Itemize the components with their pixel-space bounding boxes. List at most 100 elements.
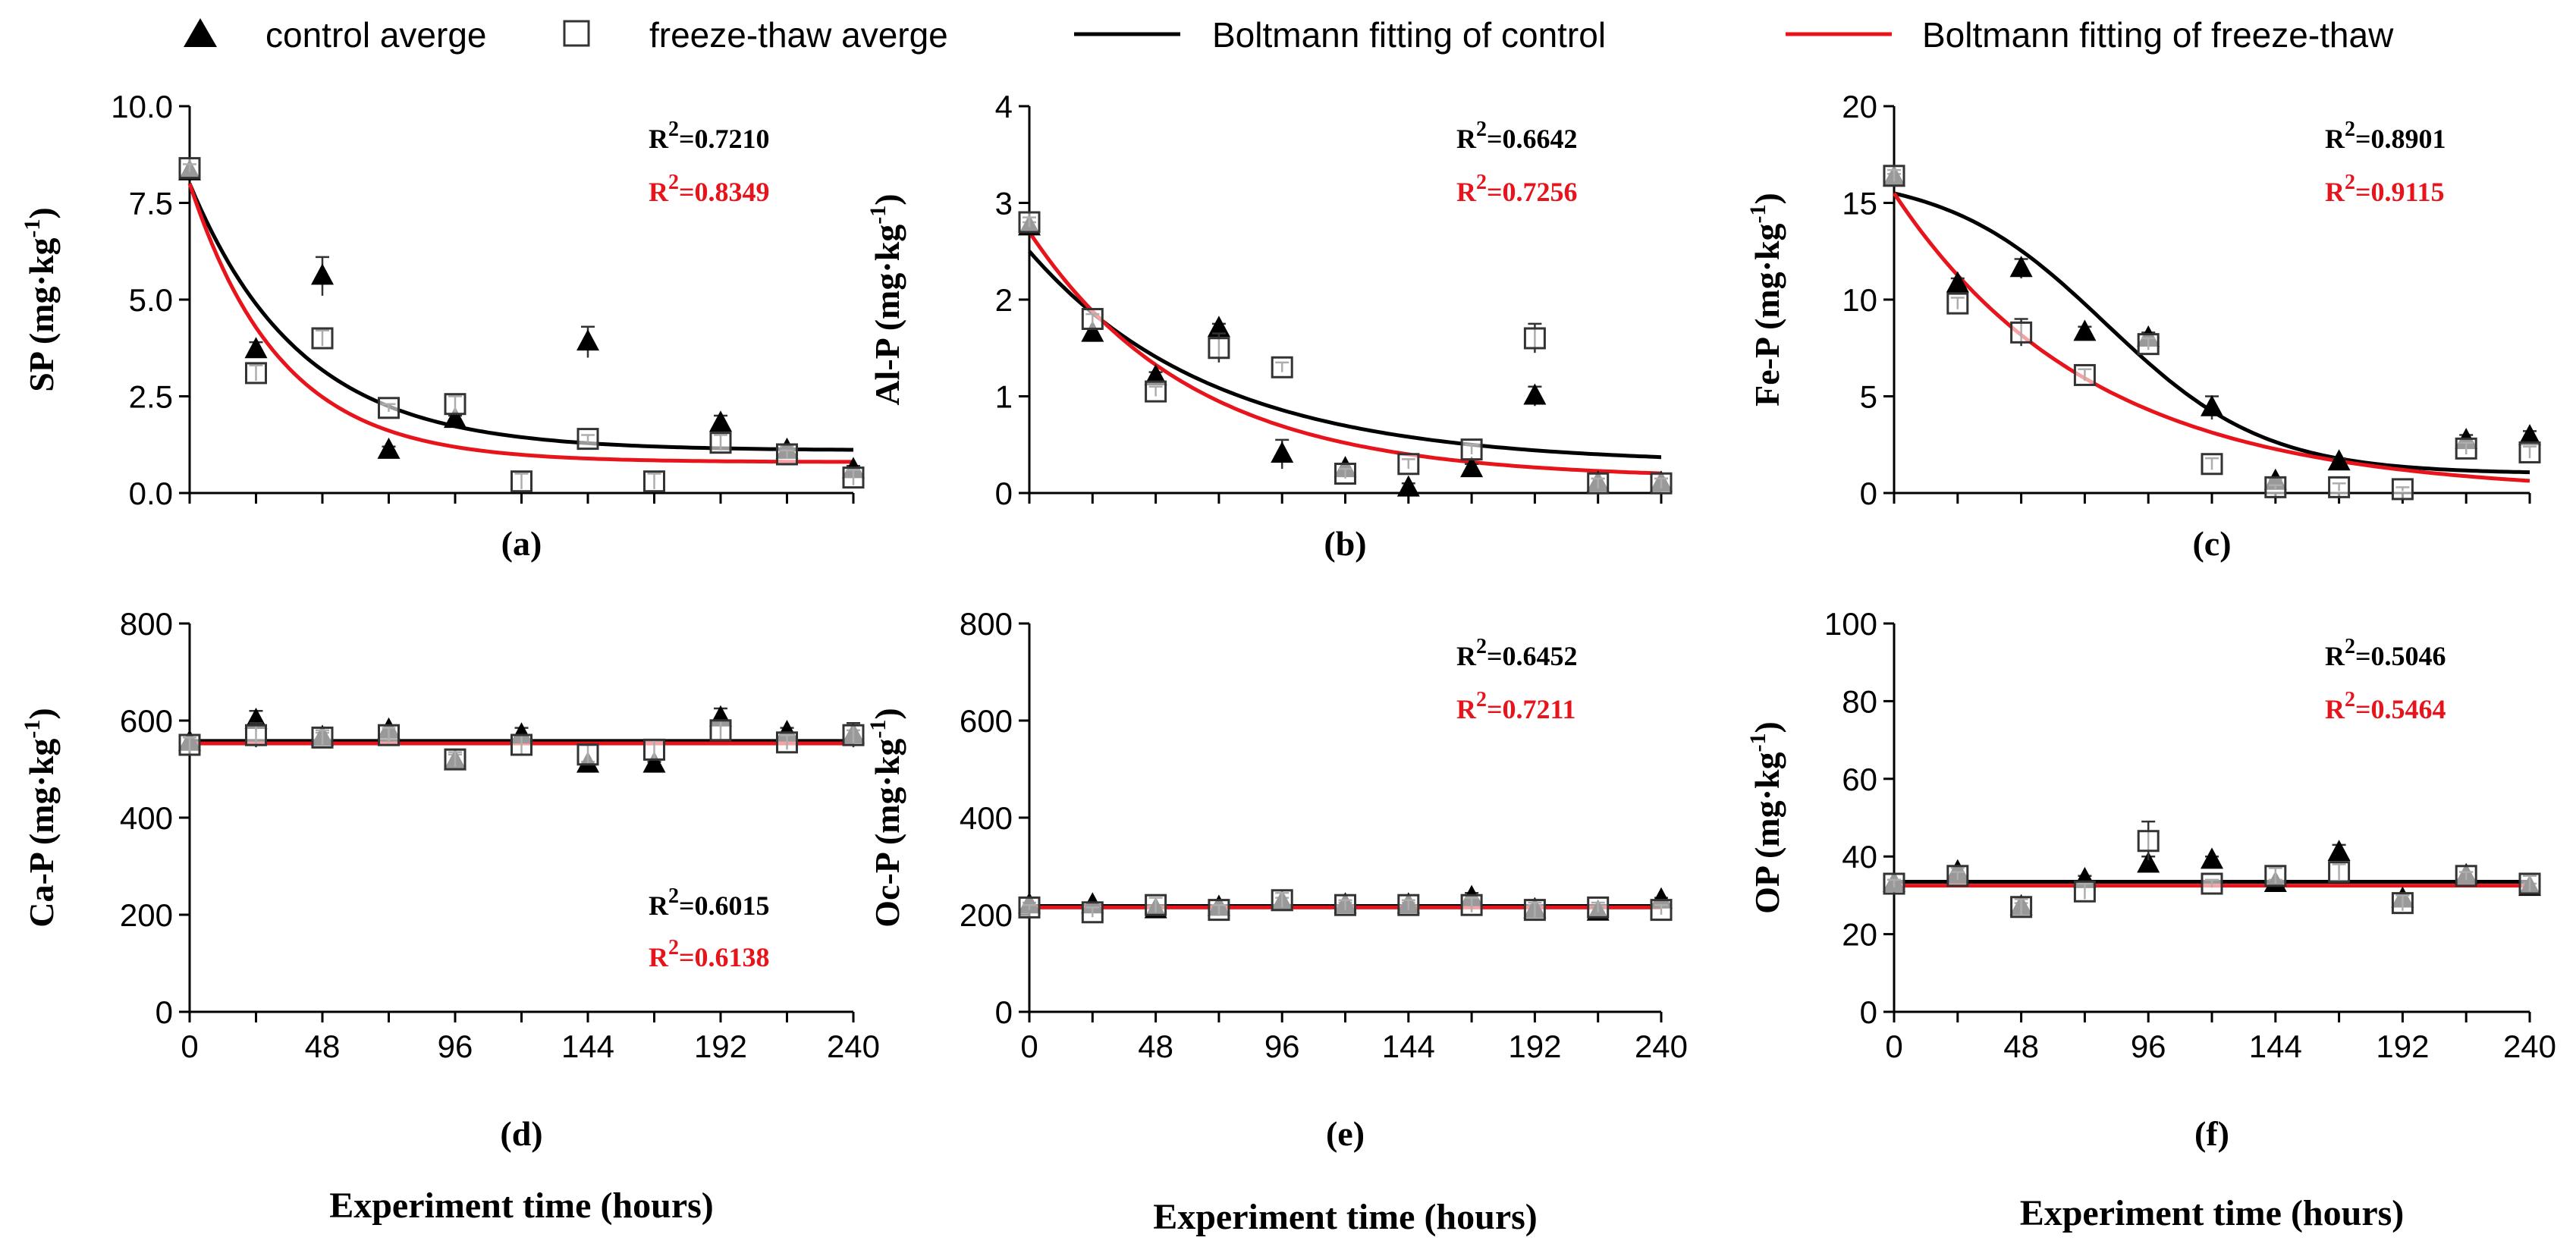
r2-freeze-symbol: R <box>2325 177 2345 207</box>
y-tick-label: 0 <box>1860 994 1877 1030</box>
freeze-thaw-point <box>1397 894 1420 916</box>
y-axis-label-sup: -1 <box>1745 204 1770 223</box>
y-tick-label: 10.0 <box>111 89 173 124</box>
y-axis-label: Oc-P (mg·kg-1) <box>865 708 906 927</box>
freeze-thaw-point <box>1271 889 1293 912</box>
r2-control-sup: 2 <box>1476 635 1487 658</box>
y-tick-label: 7.5 <box>129 186 173 221</box>
freeze-thaw-point <box>1523 327 1546 350</box>
r2-freeze-annotation: R2=0.7211 <box>1456 688 1576 724</box>
control-point <box>2073 319 2097 341</box>
freeze-thaw-point <box>2073 880 2096 903</box>
freeze-thaw-point <box>178 157 201 180</box>
r2-freeze-symbol: R <box>1456 177 1477 207</box>
control-point <box>2009 256 2033 278</box>
control-point <box>1081 320 1104 342</box>
r2-control-symbol: R <box>1456 641 1477 671</box>
r2-freeze-symbol: R <box>649 942 669 972</box>
x-axis-title: Experiment time (hours) <box>2020 1193 2405 1233</box>
control-point <box>1946 271 1969 293</box>
r2-freeze-annotation: R2=0.7256 <box>1456 171 1578 207</box>
r2-control-annotation: R2=0.7210 <box>649 118 770 154</box>
freeze-thaw-point <box>378 397 400 419</box>
freeze-thaw-point <box>2201 453 2223 476</box>
y-axis-label: Ca-P (mg·kg-1) <box>20 708 61 928</box>
r2-freeze-value: =0.5464 <box>2355 694 2446 724</box>
r2-control-value: =0.7210 <box>679 124 770 154</box>
y-axis-label-close: ) <box>868 708 906 719</box>
legend-freeze-label: freeze-thaw averge <box>649 15 948 55</box>
y-axis-label-text: SP (mg·kg <box>22 238 61 392</box>
freeze-thaw-point <box>1208 337 1230 360</box>
y-tick-label: 100 <box>1824 606 1877 642</box>
control-point <box>709 410 732 432</box>
freeze-thaw-point <box>245 724 267 746</box>
freeze-thaw-point <box>1650 472 1673 495</box>
y-tick-label: 600 <box>960 703 1013 739</box>
freeze-thaw-point <box>1587 896 1610 919</box>
y-axis-label-text: Ca-P (mg·kg <box>22 739 61 928</box>
control-point <box>444 407 467 429</box>
y-tick-label: 600 <box>120 703 173 739</box>
freeze-thaw-point <box>1081 308 1104 330</box>
r2-freeze-sup: 2 <box>668 171 679 194</box>
panel-d: 0 200 400 600 800 0 48 96 144 192 240 Ca-P (mg·kg-1… <box>20 606 880 1226</box>
panel-f: 0 20 40 60 80 100 0 48 96 144 192 240 OP (mg·kg-1) (f… <box>1745 606 2556 1233</box>
y-tick-label: 200 <box>960 897 1013 933</box>
freeze-thaw-point <box>178 733 201 756</box>
freeze-thaw-point <box>643 738 665 761</box>
control-point <box>2327 840 2351 862</box>
freeze-thaw-point <box>1883 165 1905 187</box>
y-axis-label-close: ) <box>22 708 61 719</box>
r2-freeze-annotation: R2=0.5464 <box>2325 688 2446 724</box>
freeze-thaw-point <box>510 470 532 493</box>
y-tick-label: 0 <box>1860 476 1877 511</box>
x-axis-title: Experiment time (hours) <box>1153 1197 1538 1237</box>
freeze-thaw-point <box>2137 830 2160 853</box>
y-axis-label-text: Oc-P (mg·kg <box>868 739 906 928</box>
y-tick-label: 4 <box>995 89 1013 124</box>
freeze-thaw-point <box>2391 892 2414 915</box>
y-axis-label-close: ) <box>22 207 61 218</box>
freeze-thaw-point <box>2455 865 2477 887</box>
r2-freeze-sup: 2 <box>1476 171 1487 194</box>
freeze-thaw-point <box>1208 899 1230 922</box>
fit-curve-freeze <box>1027 231 1662 476</box>
y-axis-label: Al-P (mg·kg-1) <box>865 193 906 405</box>
y-tick-label: 5.0 <box>129 282 173 318</box>
y-tick-label: 400 <box>960 800 1013 836</box>
r2-control-sup: 2 <box>668 118 679 141</box>
freeze-thaw-point <box>1018 896 1041 919</box>
control-point <box>311 263 334 285</box>
freeze-thaw-point <box>2391 478 2414 501</box>
x-tick-label: 144 <box>2249 1029 2302 1064</box>
freeze-thaw-point <box>1650 899 1673 922</box>
control-point <box>1271 441 1294 463</box>
r2-freeze-value: =0.9115 <box>2355 177 2445 207</box>
legend-fit-freeze-label: Boltmann fitting of freeze-thaw <box>1922 15 2394 55</box>
y-axis-label: Fe-P (mg·kg-1) <box>1745 193 1786 407</box>
r2-control-sup: 2 <box>2345 118 2355 141</box>
fit-curve-freeze <box>1892 192 2530 483</box>
freeze-thaw-point <box>2264 865 2287 887</box>
freeze-thaw-point <box>2137 333 2160 356</box>
freeze-thaw-point <box>1145 380 1167 403</box>
freeze-thaw-point <box>444 393 467 416</box>
y-tick-label: 60 <box>1842 762 1877 797</box>
x-tick-label: 96 <box>438 1029 473 1064</box>
panel-label: (a) <box>501 524 542 563</box>
r2-freeze-symbol: R <box>2325 694 2345 724</box>
freeze-thaw-point <box>311 327 334 350</box>
r2-control-symbol: R <box>2325 641 2345 671</box>
freeze-thaw-point <box>1271 356 1293 378</box>
r2-freeze-sup: 2 <box>2345 171 2355 194</box>
y-tick-label: 2.5 <box>129 379 173 415</box>
x-tick-label: 0 <box>1020 1029 1038 1064</box>
panel-e: 0 200 400 600 800 0 48 96 144 192 240 Oc-P (mg·kg-1… <box>865 606 1688 1237</box>
x-tick-label: 96 <box>2131 1029 2166 1064</box>
freeze-thaw-point <box>1883 872 1905 895</box>
freeze-thaw-point <box>245 362 267 385</box>
y-axis-label-close: ) <box>868 193 906 205</box>
